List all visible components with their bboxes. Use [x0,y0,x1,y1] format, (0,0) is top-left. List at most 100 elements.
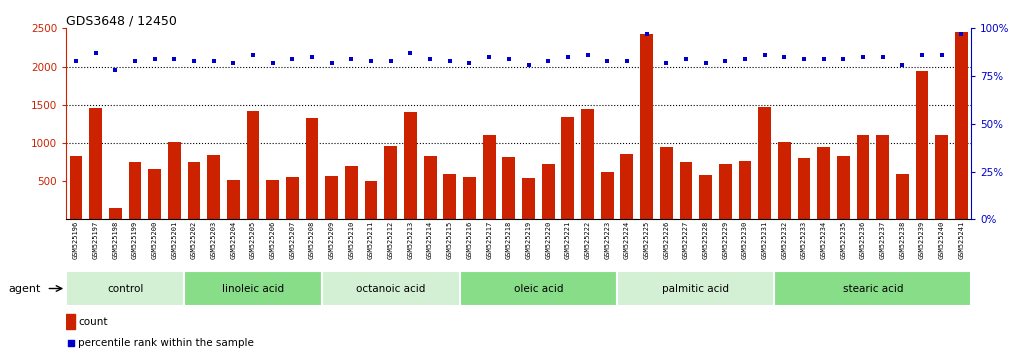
Bar [345,166,358,219]
Point [245,52,261,58]
Text: count: count [78,316,108,327]
Bar [168,142,181,219]
Point [914,52,931,58]
Bar [601,172,613,219]
Bar [936,135,948,219]
Point [166,56,182,62]
Point [107,68,123,73]
Point [599,58,615,64]
Bar [266,181,279,219]
Bar [955,32,968,219]
Point [441,58,458,64]
Point [894,62,910,68]
Text: octanoic acid: octanoic acid [356,284,425,293]
Bar [66,271,184,306]
Bar [719,164,731,219]
Point [934,52,950,58]
Point [87,50,104,56]
Point [382,58,399,64]
Bar [896,175,909,219]
Text: GDS3648 / 12450: GDS3648 / 12450 [66,14,177,27]
Bar [66,314,75,329]
Bar [306,118,318,219]
Point [835,56,851,62]
Bar [89,108,102,219]
Bar [463,177,476,219]
Point [855,54,872,60]
Bar [877,135,889,219]
Text: percentile rank within the sample: percentile rank within the sample [78,338,254,348]
Bar [128,162,141,219]
Point [304,54,320,60]
Bar [620,154,634,219]
Bar [187,162,200,219]
Bar [325,176,338,219]
Point [481,54,497,60]
Point [146,56,163,62]
Bar [286,177,299,219]
Bar [561,117,575,219]
Point [717,58,733,64]
Point [403,50,419,56]
Point [285,56,301,62]
Bar [404,112,417,219]
Bar [460,271,617,306]
Point [68,58,84,64]
Point [127,58,143,64]
Bar [483,135,495,219]
Point [540,58,556,64]
Point [264,60,281,65]
Point [816,56,832,62]
Point [559,54,576,60]
Bar [365,181,377,219]
Bar [542,164,554,219]
Point [639,31,655,37]
Bar [322,271,460,306]
Point [186,58,202,64]
Point [422,56,438,62]
Bar [660,147,672,219]
Point [953,31,969,37]
Point [618,58,635,64]
Point [500,56,517,62]
Text: control: control [107,284,143,293]
Point [757,52,773,58]
Bar [424,156,436,219]
Bar [679,162,693,219]
Bar [443,173,457,219]
Bar [759,107,771,219]
Text: linoleic acid: linoleic acid [222,284,284,293]
Point [225,60,241,65]
Bar [617,271,775,306]
Text: oleic acid: oleic acid [514,284,563,293]
Point [363,58,379,64]
Bar [837,156,850,219]
Bar [384,146,398,219]
Point [323,60,340,65]
Bar [109,208,122,219]
Bar [247,111,259,219]
Bar [775,271,971,306]
Bar [522,178,535,219]
Bar [818,147,830,219]
Bar [69,156,82,219]
Bar [778,142,790,219]
Point [736,56,753,62]
Bar [738,161,752,219]
Bar [856,135,870,219]
Text: palmitic acid: palmitic acid [662,284,729,293]
Bar [227,181,240,219]
Point [658,60,674,65]
Bar [502,157,516,219]
Bar [581,109,594,219]
Point [677,56,694,62]
Point [580,52,596,58]
Bar [700,175,712,219]
Point [796,56,813,62]
Bar [184,271,322,306]
Bar [915,71,929,219]
Point [776,54,792,60]
Text: agent: agent [8,284,41,293]
Bar [797,158,811,219]
Point [875,54,891,60]
